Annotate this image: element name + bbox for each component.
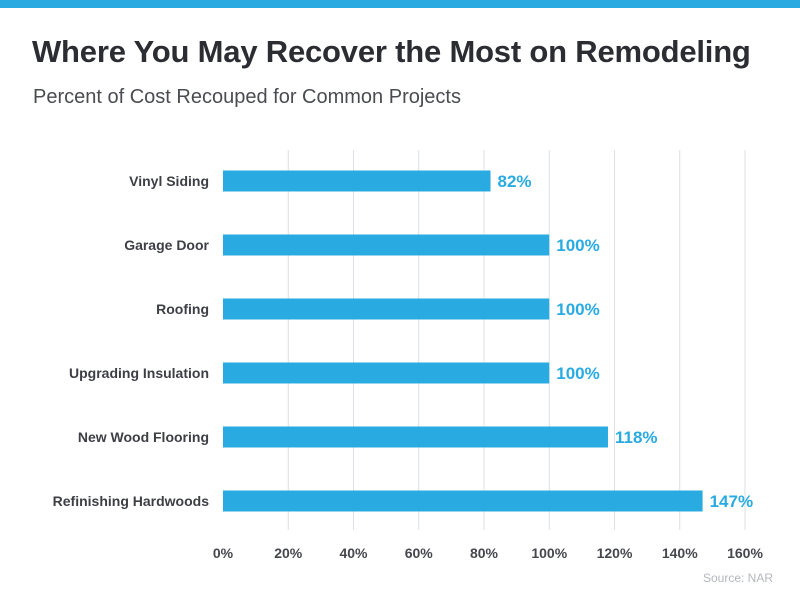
data-label: 100% bbox=[556, 364, 599, 383]
data-label: 82% bbox=[498, 172, 532, 191]
chart-title: Where You May Recover the Most on Remode… bbox=[32, 34, 751, 69]
x-tick-label: 0% bbox=[213, 545, 234, 561]
bar-garage-door bbox=[223, 234, 550, 256]
data-label: 100% bbox=[556, 236, 599, 255]
data-label: 118% bbox=[615, 428, 658, 447]
x-tick-label: 120% bbox=[597, 545, 633, 561]
data-label: 147% bbox=[710, 492, 753, 511]
x-tick-label: 40% bbox=[339, 545, 368, 561]
x-tick-label: 80% bbox=[470, 545, 499, 561]
bar-upgrading-insulation bbox=[223, 362, 550, 384]
bar-refinishing-hardwoods bbox=[223, 490, 703, 512]
x-tick-label: 20% bbox=[274, 545, 303, 561]
bar-roofing bbox=[223, 298, 550, 320]
x-tick-label: 100% bbox=[531, 545, 567, 561]
x-tick-label: 140% bbox=[662, 545, 698, 561]
x-tick-label: 60% bbox=[405, 545, 434, 561]
x-tick-label: 160% bbox=[727, 545, 763, 561]
source-note: Source: NAR bbox=[702, 571, 773, 585]
bar-new-wood-flooring bbox=[223, 426, 608, 448]
category-label: Garage Door bbox=[124, 237, 209, 253]
top-accent-bar bbox=[0, 0, 800, 8]
category-label: Refinishing Hardwoods bbox=[53, 493, 210, 509]
category-label: Vinyl Siding bbox=[129, 173, 209, 189]
category-label: New Wood Flooring bbox=[78, 429, 209, 445]
chart-subtitle: Percent of Cost Recouped for Common Proj… bbox=[33, 86, 461, 108]
bar-vinyl-siding bbox=[223, 170, 491, 192]
data-label: 100% bbox=[556, 300, 599, 319]
category-label: Roofing bbox=[156, 301, 209, 317]
category-label: Upgrading Insulation bbox=[69, 365, 209, 381]
